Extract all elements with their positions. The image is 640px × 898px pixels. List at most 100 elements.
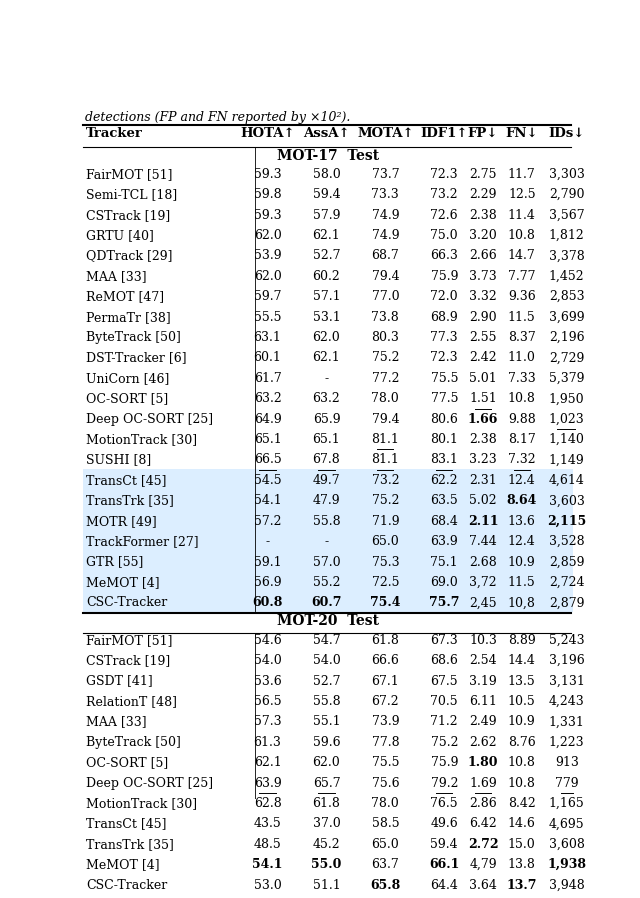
Text: 55.5: 55.5 (254, 311, 282, 323)
Text: 58.0: 58.0 (312, 168, 340, 180)
Text: 3,378: 3,378 (549, 250, 584, 262)
Text: 779: 779 (555, 777, 579, 789)
Text: 72.3: 72.3 (431, 168, 458, 180)
Text: 59.8: 59.8 (253, 189, 282, 201)
Text: 56.5: 56.5 (253, 695, 282, 708)
Text: 77.0: 77.0 (372, 290, 399, 304)
Text: 2,790: 2,790 (549, 189, 584, 201)
Text: 11.7: 11.7 (508, 168, 536, 180)
Text: 65.7: 65.7 (312, 777, 340, 789)
Text: 2,853: 2,853 (549, 290, 584, 304)
Text: 54.0: 54.0 (253, 654, 282, 667)
Text: 75.1: 75.1 (431, 556, 458, 568)
Text: 11.5: 11.5 (508, 576, 536, 589)
Text: 67.5: 67.5 (431, 674, 458, 688)
Text: 10.5: 10.5 (508, 695, 536, 708)
Text: 8.42: 8.42 (508, 797, 536, 810)
Text: 2,724: 2,724 (549, 576, 584, 589)
Bar (83, 833, 573, 854)
Text: 81.1: 81.1 (371, 433, 399, 446)
Text: 63.7: 63.7 (371, 858, 399, 871)
Text: 76.5: 76.5 (431, 797, 458, 810)
Text: 3,72: 3,72 (469, 576, 497, 589)
Text: CSC-Tracker: CSC-Tracker (86, 878, 168, 892)
Text: 63.9: 63.9 (253, 777, 282, 789)
Text: 10.3: 10.3 (469, 634, 497, 647)
Text: 43.5: 43.5 (253, 817, 282, 831)
Text: 2.31: 2.31 (469, 474, 497, 487)
Text: 61.7: 61.7 (253, 372, 282, 385)
Text: 53.9: 53.9 (253, 250, 282, 262)
Text: FairMOT [51]: FairMOT [51] (86, 168, 173, 180)
Text: RelationT [48]: RelationT [48] (86, 695, 177, 708)
Text: 1.51: 1.51 (469, 392, 497, 405)
Text: Deep OC-SORT [25]: Deep OC-SORT [25] (86, 413, 213, 426)
Text: MOT-20  Test: MOT-20 Test (277, 614, 379, 628)
Text: 3.19: 3.19 (469, 674, 497, 688)
Text: 73.2: 73.2 (372, 474, 399, 487)
Text: 55.1: 55.1 (312, 716, 340, 728)
Text: 4,243: 4,243 (549, 695, 584, 708)
Text: 2.75: 2.75 (469, 168, 497, 180)
Text: 54.7: 54.7 (312, 634, 340, 647)
Text: 73.8: 73.8 (371, 311, 399, 323)
Text: 13.8: 13.8 (508, 858, 536, 871)
Bar (83, 510, 573, 531)
Text: 63.2: 63.2 (312, 392, 340, 405)
Text: 75.2: 75.2 (372, 351, 399, 365)
Text: 55.0: 55.0 (311, 858, 342, 871)
Text: 83.1: 83.1 (430, 453, 458, 466)
Text: 55.8: 55.8 (312, 695, 340, 708)
Text: 48.5: 48.5 (253, 838, 282, 850)
Bar (83, 571, 573, 592)
Text: 10.9: 10.9 (508, 716, 536, 728)
Text: 68.9: 68.9 (430, 311, 458, 323)
Text: PermaTr [38]: PermaTr [38] (86, 311, 171, 323)
Text: 1,223: 1,223 (549, 735, 584, 749)
Text: 54.1: 54.1 (252, 858, 283, 871)
Text: 68.4: 68.4 (430, 515, 458, 528)
Text: 10.8: 10.8 (508, 229, 536, 242)
Text: 2.68: 2.68 (469, 556, 497, 568)
Text: 59.7: 59.7 (254, 290, 282, 304)
Text: 5.01: 5.01 (469, 372, 497, 385)
Text: 7.44: 7.44 (469, 535, 497, 548)
Text: Semi-TCL [18]: Semi-TCL [18] (86, 189, 177, 201)
Text: 71.2: 71.2 (431, 716, 458, 728)
Text: 6.11: 6.11 (469, 695, 497, 708)
Text: 8.17: 8.17 (508, 433, 536, 446)
Text: 52.7: 52.7 (313, 250, 340, 262)
Text: 13.6: 13.6 (508, 515, 536, 528)
Text: 6.42: 6.42 (469, 817, 497, 831)
Text: 59.6: 59.6 (312, 735, 340, 749)
Text: 62.0: 62.0 (312, 756, 340, 770)
Text: 2.62: 2.62 (469, 735, 497, 749)
Text: 79.2: 79.2 (431, 777, 458, 789)
Text: 4,614: 4,614 (548, 474, 584, 487)
Text: 73.2: 73.2 (431, 189, 458, 201)
Text: 15.0: 15.0 (508, 838, 536, 850)
Text: 8.64: 8.64 (507, 494, 537, 507)
Text: 77.3: 77.3 (431, 331, 458, 344)
Text: CSTrack [19]: CSTrack [19] (86, 654, 170, 667)
Text: OC-SORT [5]: OC-SORT [5] (86, 392, 168, 405)
Text: 11.0: 11.0 (508, 351, 536, 365)
Text: 72.5: 72.5 (372, 576, 399, 589)
Text: 9.36: 9.36 (508, 290, 536, 304)
Text: 3,528: 3,528 (549, 535, 584, 548)
Text: 1,938: 1,938 (547, 858, 586, 871)
Text: 66.6: 66.6 (371, 654, 399, 667)
Text: detections (FP and FN reported by ×10²).: detections (FP and FN reported by ×10²). (84, 111, 350, 124)
Text: 11.5: 11.5 (508, 311, 536, 323)
Text: 3,948: 3,948 (549, 878, 584, 892)
Text: 74.9: 74.9 (372, 208, 399, 222)
Text: 3,603: 3,603 (548, 494, 584, 507)
Text: 2,729: 2,729 (549, 351, 584, 365)
Text: 73.9: 73.9 (372, 716, 399, 728)
Text: 68.7: 68.7 (371, 250, 399, 262)
Text: 2.90: 2.90 (469, 311, 497, 323)
Text: 4,695: 4,695 (549, 817, 584, 831)
Text: -: - (324, 535, 328, 548)
Text: 12.5: 12.5 (508, 189, 536, 201)
Text: 80.1: 80.1 (430, 433, 458, 446)
